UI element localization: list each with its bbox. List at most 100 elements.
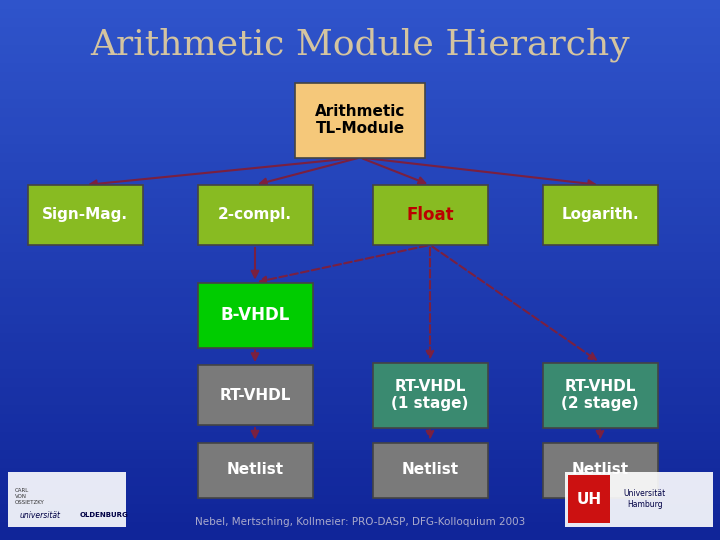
FancyBboxPatch shape: [542, 185, 657, 245]
Text: Netlist: Netlist: [402, 462, 459, 477]
Bar: [0, 459, 720, 468]
FancyBboxPatch shape: [542, 362, 657, 428]
Bar: [0, 495, 720, 504]
Text: RT-VHDL
(2 stage): RT-VHDL (2 stage): [561, 379, 639, 411]
Bar: [0, 126, 720, 135]
Bar: [0, 522, 720, 531]
Bar: [0, 405, 720, 414]
Bar: [0, 9, 720, 18]
Bar: [0, 342, 720, 351]
Text: universität: universität: [20, 510, 61, 519]
Text: Netlist: Netlist: [226, 462, 284, 477]
Bar: [0, 18, 720, 27]
Text: RT-VHDL: RT-VHDL: [220, 388, 291, 402]
Bar: [0, 531, 720, 540]
FancyBboxPatch shape: [565, 472, 713, 527]
Bar: [0, 81, 720, 90]
FancyBboxPatch shape: [8, 472, 126, 527]
FancyArrowPatch shape: [597, 430, 603, 437]
Bar: [0, 54, 720, 63]
Text: B-VHDL: B-VHDL: [220, 306, 289, 324]
Bar: [0, 486, 720, 495]
Bar: [0, 306, 720, 315]
FancyArrowPatch shape: [427, 430, 433, 437]
Bar: [0, 72, 720, 81]
Bar: [0, 297, 720, 306]
FancyArrowPatch shape: [260, 158, 357, 185]
Text: UH: UH: [577, 491, 602, 507]
FancyArrowPatch shape: [260, 246, 427, 284]
FancyBboxPatch shape: [197, 282, 312, 348]
Bar: [0, 135, 720, 144]
Bar: [0, 351, 720, 360]
FancyBboxPatch shape: [372, 442, 487, 497]
Bar: [0, 513, 720, 522]
FancyArrowPatch shape: [363, 158, 595, 187]
Bar: [0, 387, 720, 396]
Bar: [0, 414, 720, 423]
Bar: [0, 108, 720, 117]
Text: Universität
Hamburg: Universität Hamburg: [624, 489, 666, 509]
Bar: [0, 432, 720, 441]
Bar: [0, 117, 720, 126]
Text: Netlist: Netlist: [572, 462, 629, 477]
FancyArrowPatch shape: [432, 247, 595, 360]
FancyBboxPatch shape: [197, 365, 312, 425]
FancyArrowPatch shape: [252, 248, 258, 278]
Bar: [0, 279, 720, 288]
FancyArrowPatch shape: [363, 159, 426, 184]
Text: Nebel, Mertsching, Kollmeier: PRO-DASP, DFG-Kolloquium 2003: Nebel, Mertsching, Kollmeier: PRO-DASP, …: [195, 517, 525, 527]
FancyBboxPatch shape: [372, 362, 487, 428]
FancyBboxPatch shape: [568, 475, 610, 523]
Bar: [0, 171, 720, 180]
Bar: [0, 225, 720, 234]
Bar: [0, 90, 720, 99]
Text: Arithmetic Module Hierarchy: Arithmetic Module Hierarchy: [90, 28, 630, 62]
Text: Sign-Mag.: Sign-Mag.: [42, 207, 128, 222]
Bar: [0, 468, 720, 477]
Bar: [0, 162, 720, 171]
Bar: [0, 252, 720, 261]
FancyArrowPatch shape: [90, 158, 357, 187]
Bar: [0, 333, 720, 342]
FancyArrowPatch shape: [252, 350, 258, 360]
Bar: [0, 324, 720, 333]
FancyArrowPatch shape: [252, 428, 258, 437]
Bar: [0, 189, 720, 198]
Bar: [0, 45, 720, 54]
Bar: [0, 234, 720, 243]
Bar: [0, 198, 720, 207]
Bar: [0, 144, 720, 153]
Bar: [0, 441, 720, 450]
Bar: [0, 315, 720, 324]
Bar: [0, 63, 720, 72]
FancyBboxPatch shape: [197, 442, 312, 497]
FancyArrowPatch shape: [427, 248, 433, 357]
Bar: [0, 27, 720, 36]
Bar: [0, 450, 720, 459]
FancyBboxPatch shape: [372, 185, 487, 245]
Text: Logarith.: Logarith.: [561, 207, 639, 222]
Bar: [0, 378, 720, 387]
Bar: [0, 243, 720, 252]
Bar: [0, 0, 720, 9]
Bar: [0, 99, 720, 108]
Bar: [0, 396, 720, 405]
Text: OLDENBURG: OLDENBURG: [80, 512, 129, 518]
Bar: [0, 270, 720, 279]
FancyBboxPatch shape: [542, 442, 657, 497]
Text: CARL
VON
OSSIETZKY: CARL VON OSSIETZKY: [15, 488, 45, 504]
Bar: [0, 216, 720, 225]
FancyBboxPatch shape: [27, 185, 143, 245]
Text: Arithmetic
TL-Module: Arithmetic TL-Module: [315, 104, 405, 136]
Bar: [0, 423, 720, 432]
Bar: [0, 477, 720, 486]
Bar: [0, 360, 720, 369]
Bar: [0, 36, 720, 45]
Bar: [0, 369, 720, 378]
Bar: [0, 180, 720, 189]
Bar: [0, 261, 720, 270]
Bar: [0, 207, 720, 216]
Text: Float: Float: [406, 206, 454, 224]
Bar: [0, 153, 720, 162]
